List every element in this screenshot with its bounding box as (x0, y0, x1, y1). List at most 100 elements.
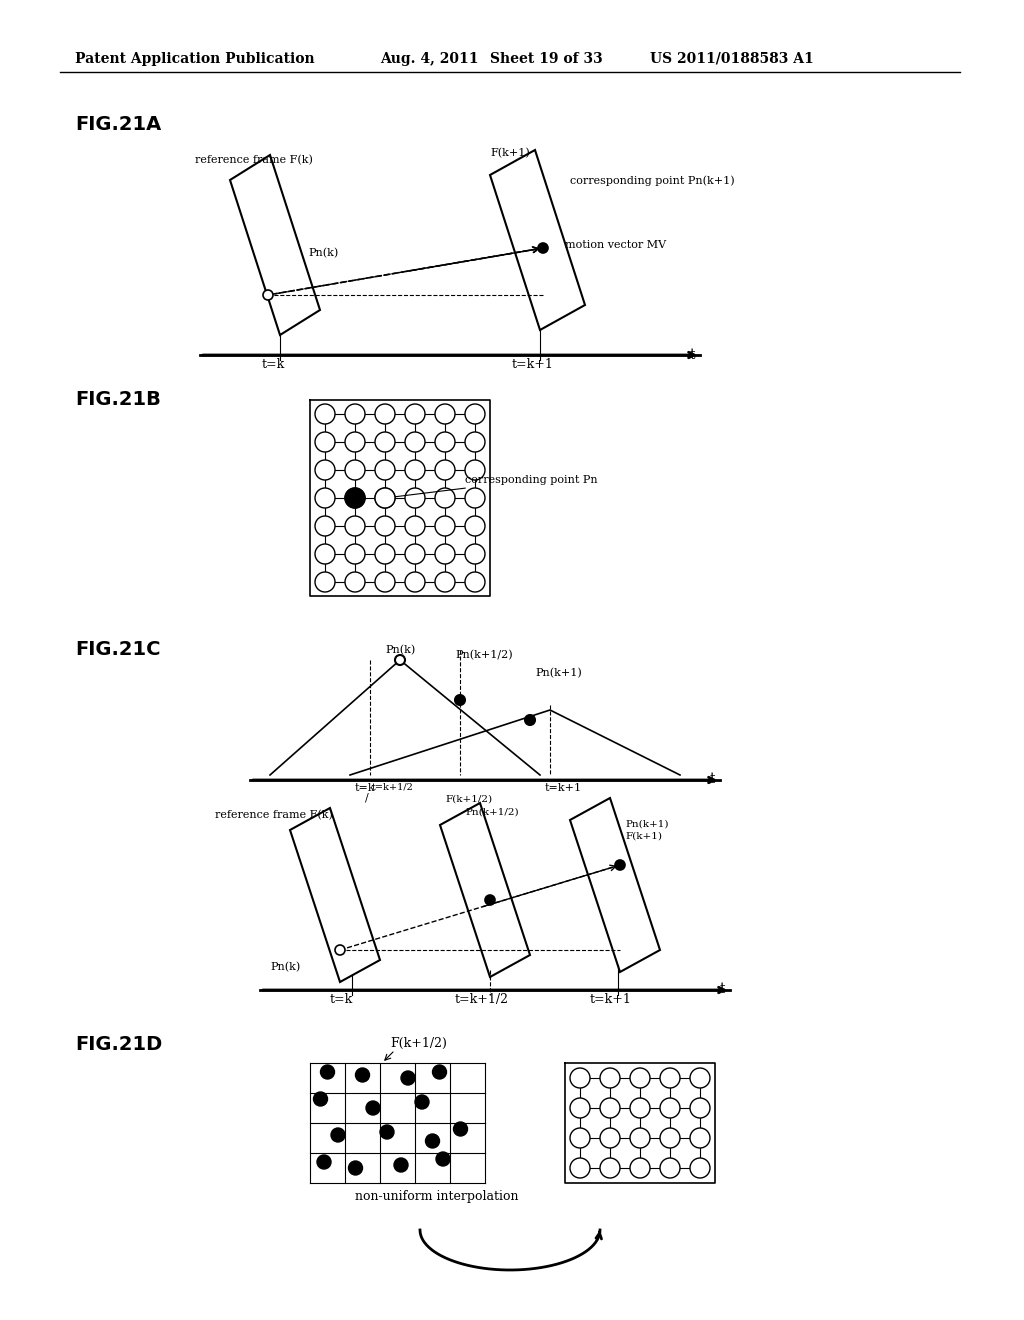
Circle shape (345, 459, 365, 480)
Circle shape (570, 1098, 590, 1118)
Circle shape (315, 432, 335, 451)
Circle shape (538, 243, 548, 253)
Circle shape (570, 1068, 590, 1088)
Circle shape (455, 696, 465, 705)
Circle shape (454, 1122, 468, 1137)
Circle shape (375, 404, 395, 424)
Text: corresponding point Pn(k+1): corresponding point Pn(k+1) (570, 176, 734, 186)
Circle shape (406, 432, 425, 451)
Circle shape (600, 1098, 620, 1118)
Circle shape (630, 1068, 650, 1088)
Text: Sheet 19 of 33: Sheet 19 of 33 (490, 51, 603, 66)
Text: Pn(k+1): Pn(k+1) (535, 668, 582, 678)
Text: t: t (720, 982, 725, 997)
Circle shape (315, 404, 335, 424)
Circle shape (690, 1068, 710, 1088)
Circle shape (315, 572, 335, 591)
Circle shape (375, 488, 395, 508)
Circle shape (315, 544, 335, 564)
Circle shape (630, 1129, 650, 1148)
Circle shape (660, 1129, 680, 1148)
Circle shape (465, 488, 485, 508)
Text: FIG.21D: FIG.21D (75, 1035, 162, 1053)
Text: Pn(k): Pn(k) (385, 645, 416, 655)
Circle shape (375, 459, 395, 480)
Circle shape (690, 1129, 710, 1148)
Text: F(k+1): F(k+1) (625, 832, 662, 841)
Circle shape (315, 459, 335, 480)
Circle shape (660, 1068, 680, 1088)
Text: non-uniform interpolation: non-uniform interpolation (355, 1191, 518, 1203)
Circle shape (321, 1065, 335, 1078)
Text: reference frame F(k): reference frame F(k) (215, 810, 333, 820)
Circle shape (660, 1098, 680, 1118)
Circle shape (394, 1158, 408, 1172)
Circle shape (345, 572, 365, 591)
Text: t=k+1: t=k+1 (590, 993, 632, 1006)
Text: motion vector MV: motion vector MV (565, 240, 667, 249)
Text: Pn(k+1/2): Pn(k+1/2) (455, 649, 513, 660)
Text: Pn(k+1): Pn(k+1) (625, 820, 669, 829)
Text: /: / (365, 793, 369, 803)
Circle shape (570, 1129, 590, 1148)
Circle shape (315, 516, 335, 536)
Circle shape (313, 1092, 328, 1106)
Circle shape (600, 1129, 620, 1148)
Circle shape (366, 1101, 380, 1115)
Text: t: t (690, 348, 695, 362)
Circle shape (375, 544, 395, 564)
Circle shape (406, 459, 425, 480)
Circle shape (600, 1158, 620, 1177)
Circle shape (465, 432, 485, 451)
Text: FIG.21A: FIG.21A (75, 115, 161, 135)
Circle shape (465, 544, 485, 564)
Circle shape (331, 1129, 345, 1142)
Circle shape (315, 488, 335, 508)
Text: FIG.21C: FIG.21C (75, 640, 161, 659)
Circle shape (426, 1134, 439, 1148)
Circle shape (375, 516, 395, 536)
Circle shape (345, 432, 365, 451)
Circle shape (317, 1155, 331, 1170)
Circle shape (415, 1096, 429, 1109)
Text: t=k+1/2: t=k+1/2 (455, 993, 509, 1006)
Text: t=k: t=k (355, 783, 376, 793)
Circle shape (435, 459, 455, 480)
Circle shape (615, 861, 625, 870)
Circle shape (345, 488, 365, 508)
Circle shape (355, 1068, 370, 1082)
Circle shape (406, 488, 425, 508)
Text: t=k+1: t=k+1 (512, 358, 554, 371)
Circle shape (406, 572, 425, 591)
Text: corresponding point Pn: corresponding point Pn (389, 475, 598, 499)
Text: F(k+1/2): F(k+1/2) (390, 1038, 446, 1049)
Circle shape (600, 1068, 620, 1088)
Text: t: t (710, 772, 716, 785)
Text: t=k+1: t=k+1 (545, 783, 582, 793)
Circle shape (348, 1162, 362, 1175)
Circle shape (435, 572, 455, 591)
Circle shape (690, 1158, 710, 1177)
Text: Pn(k): Pn(k) (308, 248, 338, 259)
Text: FIG.21B: FIG.21B (75, 389, 161, 409)
Circle shape (345, 516, 365, 536)
Circle shape (435, 488, 455, 508)
Circle shape (465, 459, 485, 480)
Circle shape (690, 1098, 710, 1118)
Text: Pn(k+1/2): Pn(k+1/2) (465, 808, 518, 817)
Text: F(k+1/2): F(k+1/2) (445, 795, 493, 804)
Circle shape (380, 1125, 394, 1139)
Circle shape (375, 432, 395, 451)
Text: Pn(k): Pn(k) (270, 962, 300, 973)
Circle shape (465, 516, 485, 536)
Circle shape (406, 516, 425, 536)
Circle shape (375, 488, 395, 508)
Circle shape (525, 715, 535, 725)
Circle shape (432, 1065, 446, 1078)
Circle shape (395, 655, 406, 665)
Text: reference frame F(k): reference frame F(k) (195, 154, 313, 165)
Circle shape (435, 544, 455, 564)
Circle shape (406, 544, 425, 564)
Circle shape (630, 1158, 650, 1177)
Text: t=k: t=k (330, 993, 353, 1006)
